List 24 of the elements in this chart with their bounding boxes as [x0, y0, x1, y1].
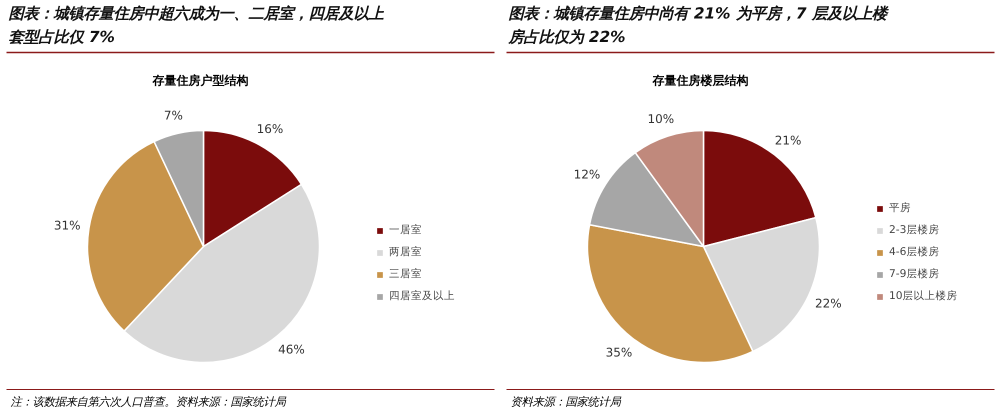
data-label: 10% — [648, 112, 674, 126]
legend-label: 两居室 — [389, 245, 422, 259]
legend-label: 4-6层楼房 — [889, 245, 940, 259]
chart-subtitle: 存量住房楼层结构 — [652, 74, 748, 88]
legend-label: 四居室及以上 — [389, 289, 455, 303]
legend-label: 三居室 — [389, 267, 422, 281]
data-label: 46% — [278, 342, 305, 357]
text: 注：该数据来自第六次人口普查。资料来源：国家统计局 — [10, 394, 286, 408]
data-label: 12% — [574, 168, 600, 182]
chart-subtitle: 存量住房户型结构 — [152, 74, 248, 88]
data-label: 31% — [54, 218, 81, 233]
data-label: 22% — [815, 296, 842, 311]
data-label: 7% — [164, 108, 183, 123]
chart-title: 图表：城镇存量住房中超六成为一、二居室，四居及以上套型占比仅 7% — [8, 4, 384, 46]
data-label: 21% — [774, 134, 802, 148]
legend-label: 10层以上楼房 — [889, 289, 958, 303]
data-label: 16% — [256, 122, 284, 136]
legend-label: 平房 — [889, 201, 911, 215]
chart-title: 图表：城镇存量住房中尚有 21% 为平房，7 层及以上楼房占比仅为 22% — [508, 4, 889, 46]
text: 资料来源：国家统计局 — [510, 394, 622, 408]
legend-label: 7-9层楼房 — [889, 267, 940, 281]
legend-label: 一居室 — [389, 223, 422, 237]
data-label: 35% — [606, 345, 632, 360]
legend-label: 2-3层楼房 — [889, 223, 940, 237]
